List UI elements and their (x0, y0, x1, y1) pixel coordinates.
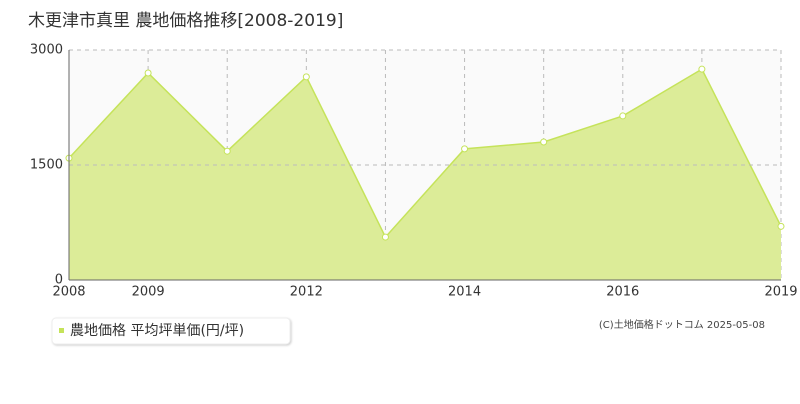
marker (777, 222, 785, 230)
chart-title: 木更津市真里 農地価格推移[2008-2019] (28, 11, 343, 31)
area-fill (69, 69, 781, 281)
marker (381, 233, 389, 241)
legend-label: 農地価格 平均坪単価(円/坪) (70, 323, 244, 339)
legend-swatch (59, 328, 64, 333)
marker (461, 145, 469, 153)
legend-box (51, 317, 291, 345)
copyright: (C)土地価格ドットコム 2025-05-08 (599, 318, 765, 331)
x-tick-label: 2016 (606, 285, 639, 300)
y-tick-label: 0 (55, 273, 63, 288)
line (68, 68, 782, 239)
marker (540, 138, 548, 146)
x-tick-label: 2009 (132, 285, 165, 300)
x-tick-label: 2008 (52, 285, 85, 300)
marker (223, 147, 231, 155)
marker (698, 65, 706, 73)
marker (144, 69, 152, 77)
marker (619, 112, 627, 120)
x-tick-label: 2019 (764, 285, 797, 300)
y-tick-label: 3000 (30, 43, 63, 58)
x-tick-label: 2012 (290, 285, 323, 300)
x-tick-label: 2014 (448, 285, 481, 300)
marker (302, 73, 310, 81)
y-tick-label: 1500 (30, 158, 63, 173)
